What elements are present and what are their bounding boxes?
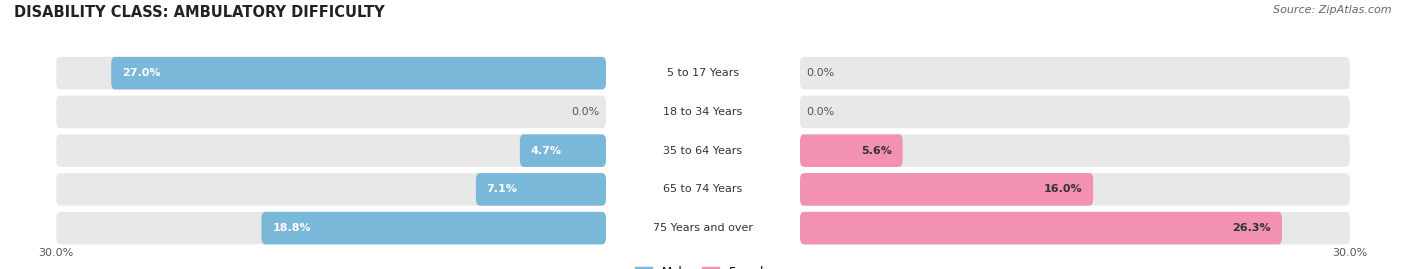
FancyBboxPatch shape: [56, 57, 606, 89]
Text: 16.0%: 16.0%: [1043, 184, 1083, 194]
FancyBboxPatch shape: [800, 212, 1282, 244]
Text: DISABILITY CLASS: AMBULATORY DIFFICULTY: DISABILITY CLASS: AMBULATORY DIFFICULTY: [14, 5, 385, 20]
FancyBboxPatch shape: [520, 134, 606, 167]
Text: 75 Years and over: 75 Years and over: [652, 223, 754, 233]
Text: 30.0%: 30.0%: [1331, 248, 1368, 258]
Text: Source: ZipAtlas.com: Source: ZipAtlas.com: [1274, 5, 1392, 15]
Text: 0.0%: 0.0%: [571, 107, 599, 117]
FancyBboxPatch shape: [56, 173, 606, 206]
Text: 30.0%: 30.0%: [38, 248, 75, 258]
FancyBboxPatch shape: [800, 173, 1094, 206]
FancyBboxPatch shape: [800, 173, 1350, 206]
Text: 65 to 74 Years: 65 to 74 Years: [664, 184, 742, 194]
FancyBboxPatch shape: [800, 134, 903, 167]
Text: 18.8%: 18.8%: [273, 223, 311, 233]
FancyBboxPatch shape: [800, 96, 1350, 128]
Legend: Male, Female: Male, Female: [630, 262, 776, 269]
FancyBboxPatch shape: [800, 212, 1350, 244]
Text: 5 to 17 Years: 5 to 17 Years: [666, 68, 740, 78]
Text: 5.6%: 5.6%: [860, 146, 891, 156]
Text: 4.7%: 4.7%: [530, 146, 561, 156]
Text: 26.3%: 26.3%: [1233, 223, 1271, 233]
FancyBboxPatch shape: [800, 134, 1350, 167]
FancyBboxPatch shape: [56, 96, 606, 128]
FancyBboxPatch shape: [800, 57, 1350, 89]
Text: 7.1%: 7.1%: [486, 184, 517, 194]
Text: 18 to 34 Years: 18 to 34 Years: [664, 107, 742, 117]
FancyBboxPatch shape: [262, 212, 606, 244]
Text: 35 to 64 Years: 35 to 64 Years: [664, 146, 742, 156]
Text: 0.0%: 0.0%: [807, 68, 835, 78]
FancyBboxPatch shape: [475, 173, 606, 206]
FancyBboxPatch shape: [56, 134, 606, 167]
Text: 0.0%: 0.0%: [807, 107, 835, 117]
FancyBboxPatch shape: [56, 212, 606, 244]
FancyBboxPatch shape: [111, 57, 606, 89]
Text: 27.0%: 27.0%: [122, 68, 160, 78]
